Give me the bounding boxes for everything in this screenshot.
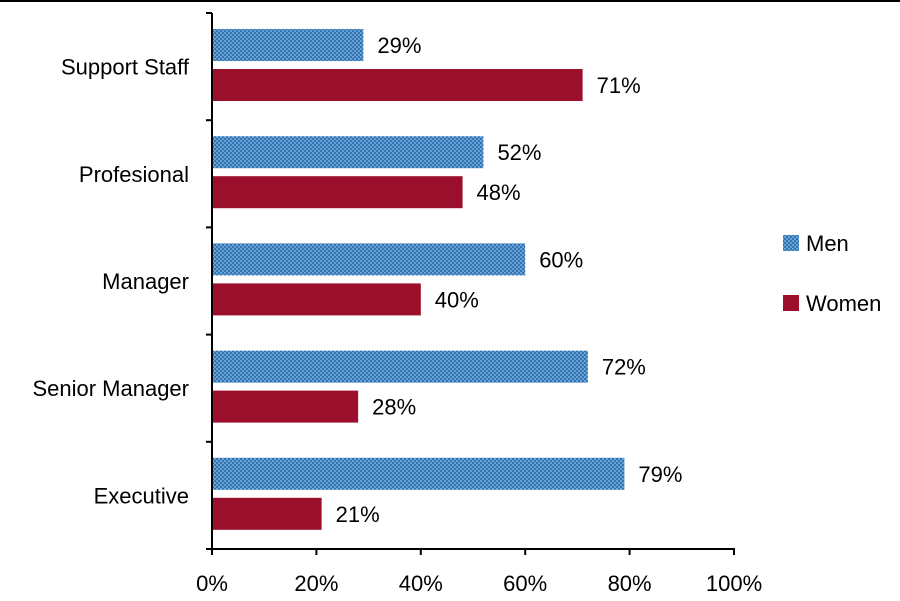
data-label-men-senior-manager: 72%	[602, 355, 646, 380]
data-label-women-executive: 21%	[336, 502, 380, 527]
bar-men-profesional	[213, 136, 484, 169]
x-tick-label: 0%	[196, 571, 228, 596]
legend-swatch-men	[783, 235, 799, 251]
data-label-women-manager: 40%	[435, 287, 479, 312]
data-label-men-manager: 60%	[539, 247, 583, 272]
x-tick-label: 20%	[294, 571, 338, 596]
bar-women-profesional	[213, 176, 463, 209]
category-label-senior-manager: Senior Manager	[32, 376, 189, 401]
category-label-profesional: Profesional	[79, 162, 189, 187]
data-label-men-executive: 79%	[638, 462, 682, 487]
legend-label-women: Women	[806, 291, 881, 316]
x-tick-label: 40%	[399, 571, 443, 596]
data-label-women-profesional: 48%	[477, 180, 521, 205]
bar-men-senior-manager	[213, 350, 588, 383]
bar-women-executive	[213, 497, 322, 530]
category-label-executive: Executive	[94, 483, 189, 508]
plot-area: 0% 20% 40% 60% 80% 100% Support Staff 29% 71% Pro…	[32, 12, 762, 596]
legend-label-men: Men	[806, 231, 849, 256]
category-label-support-staff: Support Staff	[61, 55, 190, 80]
bar-men-support-staff	[213, 29, 364, 61]
data-label-men-profesional: 52%	[497, 140, 541, 165]
bar-men-executive	[213, 457, 625, 490]
bar-men-manager	[213, 243, 526, 276]
bar-women-support-staff	[213, 69, 583, 101]
data-label-men-support-staff: 29%	[377, 33, 421, 58]
x-tick-label: 60%	[503, 571, 547, 596]
bar-women-manager	[213, 283, 421, 316]
legend: Men Women	[783, 231, 881, 316]
x-tick-label: 80%	[608, 571, 652, 596]
x-tick-label: 100%	[706, 571, 762, 596]
data-label-women-senior-manager: 28%	[372, 395, 416, 420]
category-label-manager: Manager	[102, 269, 189, 294]
data-label-women-support-staff: 71%	[597, 73, 641, 98]
legend-swatch-women	[783, 295, 799, 311]
bar-women-senior-manager	[213, 390, 359, 423]
